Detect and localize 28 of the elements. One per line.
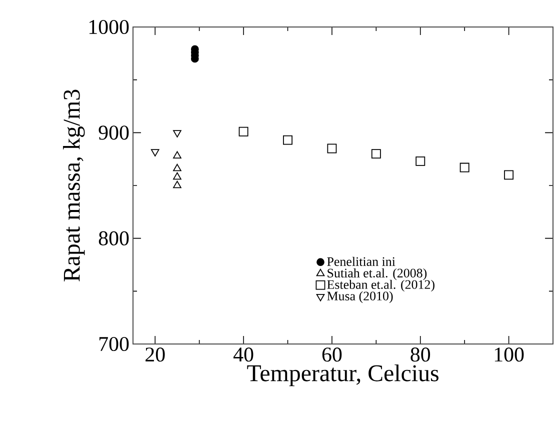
point bbox=[238, 126, 248, 136]
point bbox=[173, 180, 182, 188]
legend-label: Musa (2010) bbox=[327, 291, 393, 304]
y-tick-label: 800 bbox=[98, 231, 129, 246]
point bbox=[416, 156, 426, 166]
point bbox=[460, 162, 470, 172]
point bbox=[371, 149, 381, 159]
x-tick-label: 40 bbox=[233, 348, 254, 362]
legend-label: Esteban et.al. (2012) bbox=[327, 280, 434, 292]
legend-label: Sutiah et.al. (2008) bbox=[328, 268, 427, 280]
point bbox=[283, 135, 292, 145]
y-tick-label: 700 bbox=[99, 336, 129, 352]
y-tick-label: 1000 bbox=[89, 20, 129, 34]
point bbox=[173, 130, 182, 138]
point bbox=[173, 172, 182, 180]
x-tick-label: 20 bbox=[146, 348, 165, 362]
x-tick-label: 100 bbox=[494, 348, 524, 362]
point bbox=[173, 151, 182, 159]
point bbox=[327, 144, 337, 154]
point bbox=[150, 149, 160, 156]
point bbox=[173, 164, 182, 172]
y-axis-title: Rapat massa, kg/m3 bbox=[63, 90, 85, 282]
y-tick-label: 900 bbox=[98, 126, 129, 140]
point bbox=[504, 170, 514, 180]
x-axis-title: Temperatur, Celcius bbox=[247, 364, 438, 386]
x-tick-label: 80 bbox=[410, 348, 430, 362]
x-tick-label: 60 bbox=[322, 348, 342, 362]
legend-label: Penelitian ini bbox=[327, 256, 396, 266]
